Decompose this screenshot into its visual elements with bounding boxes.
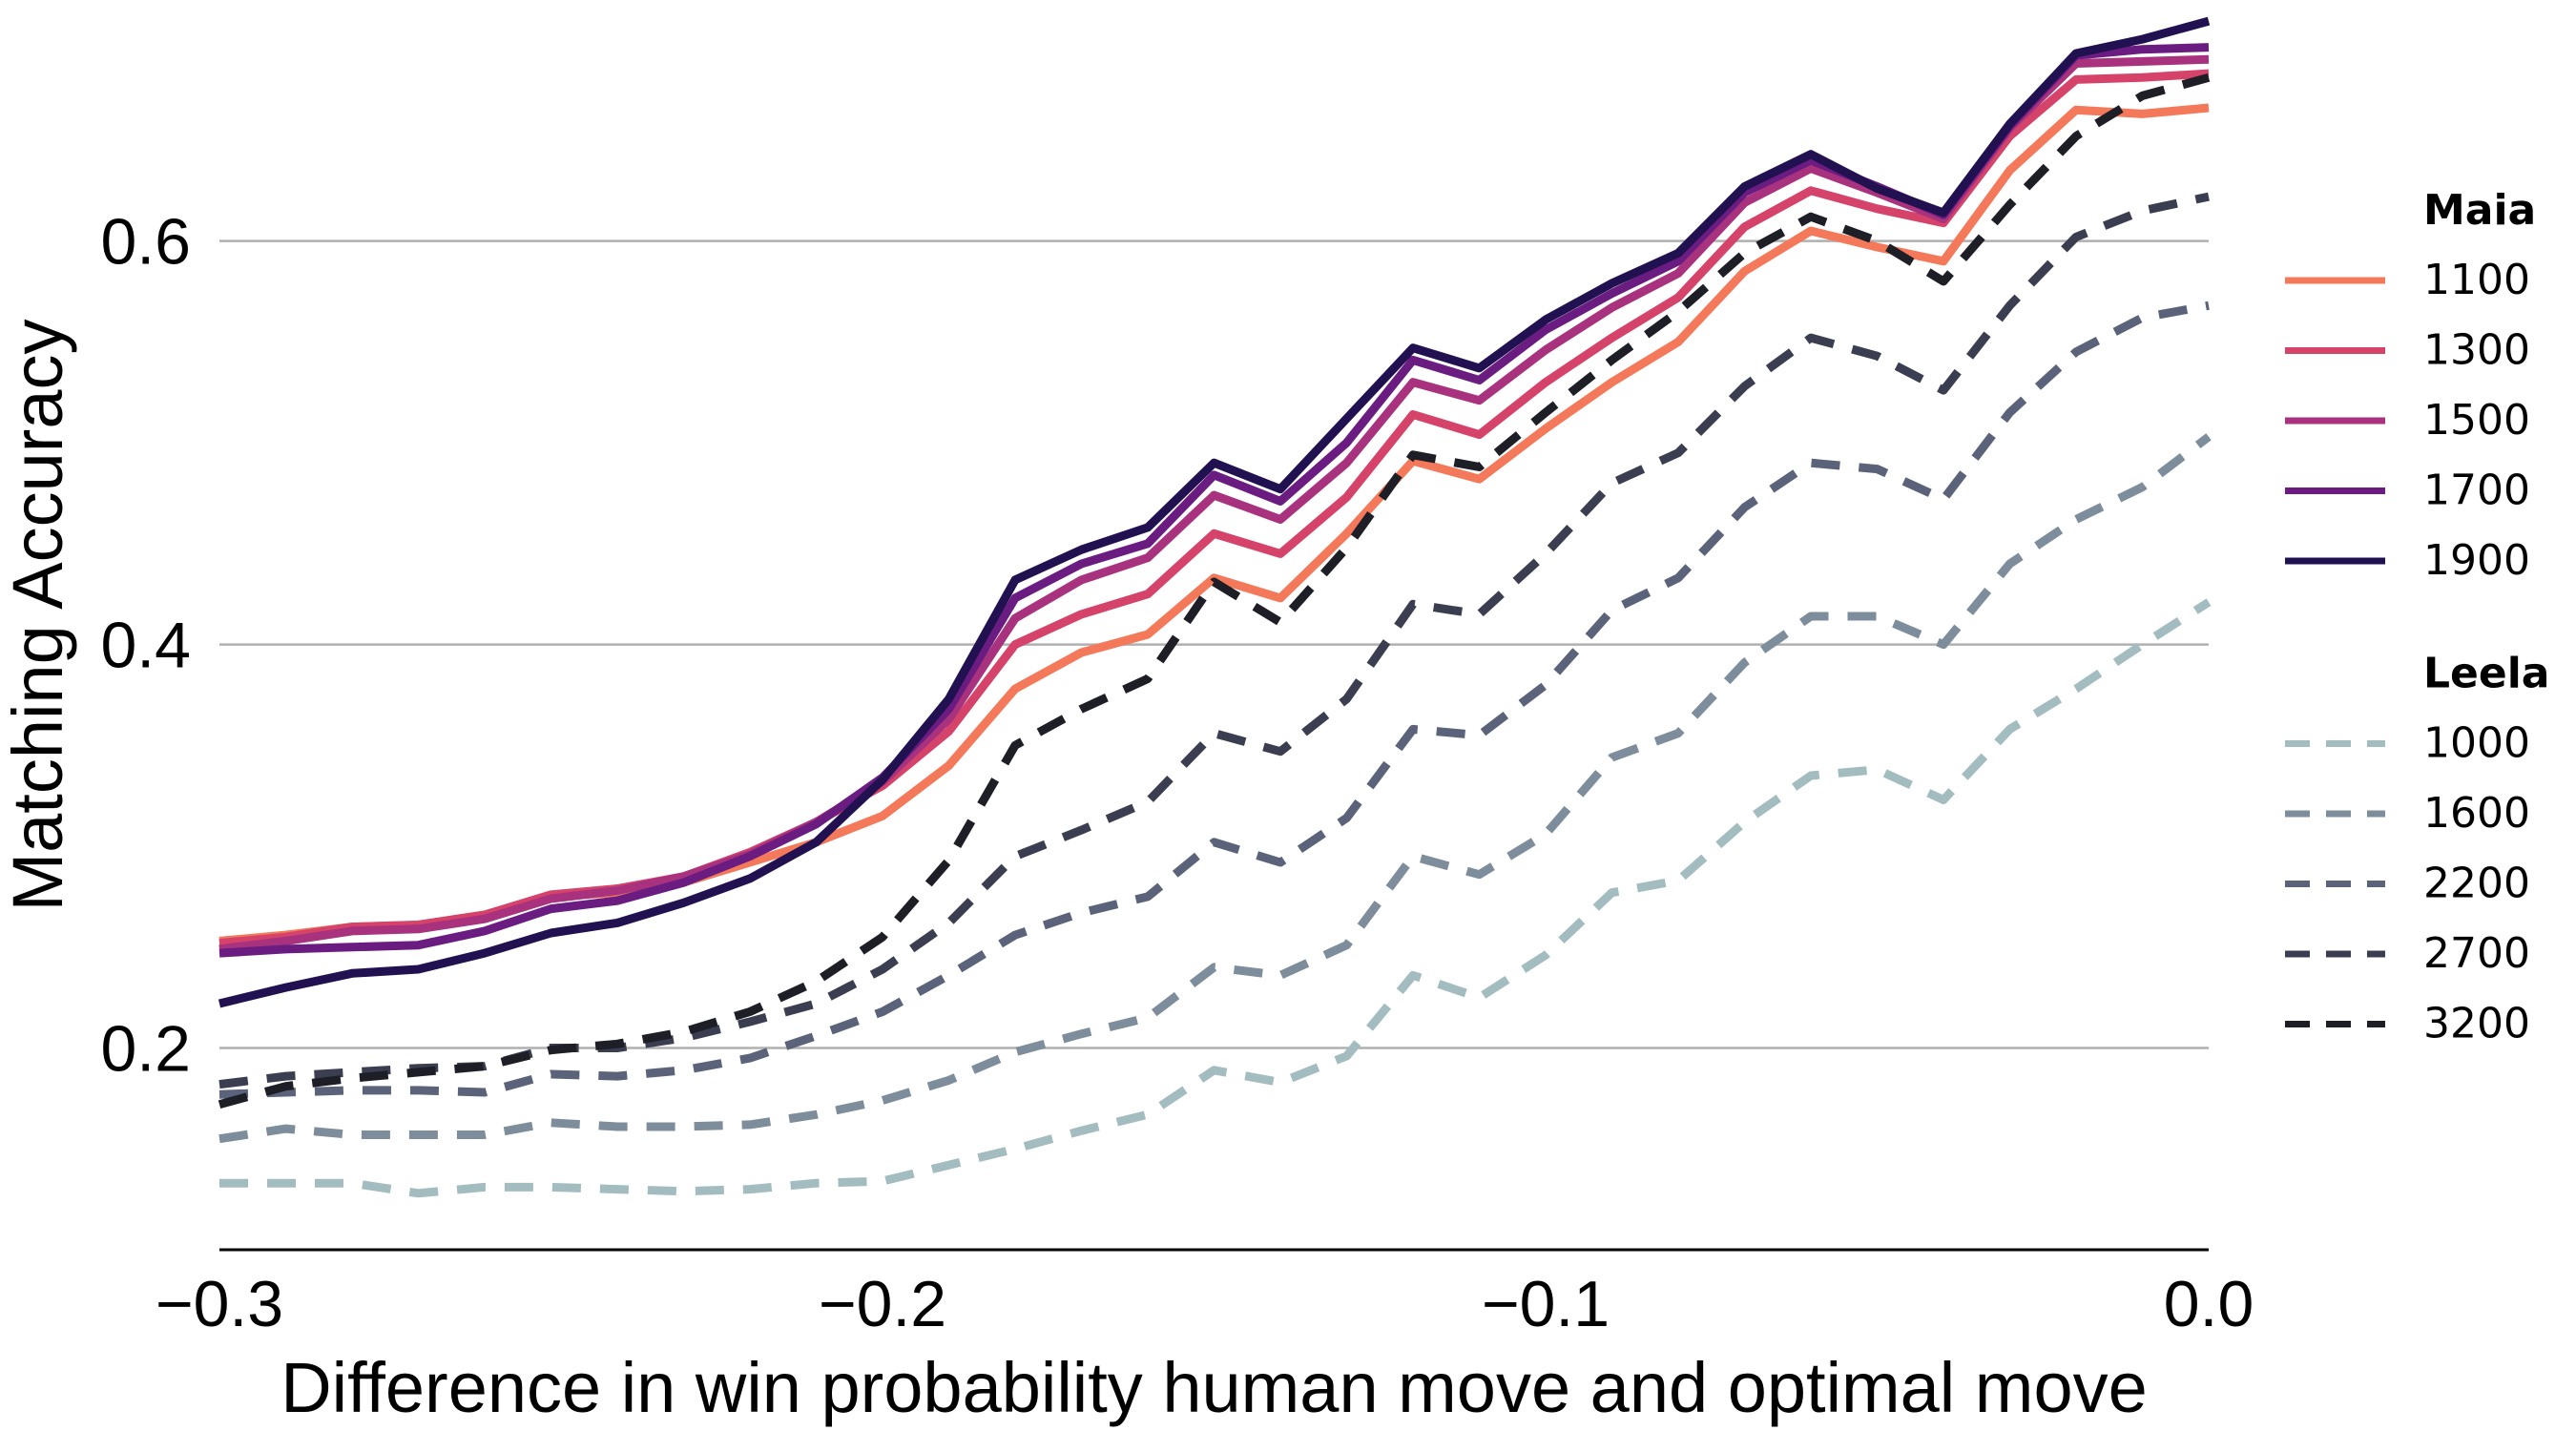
tick-labels: −0.3 −0.2 −0.1 0.0 0.2 0.4 0.6 (100, 206, 2254, 1340)
series-lines (218, 16, 2212, 1198)
legend-label-leela-1000: 1000 (2423, 719, 2530, 768)
legend-label-maia-1500: 1500 (2423, 396, 2530, 445)
legend-label-maia-1300: 1300 (2423, 326, 2530, 375)
series-line-leela-1600 (218, 433, 2212, 1144)
series-line-maia-1500 (218, 54, 2210, 954)
legend-label-maia-1900: 1900 (2423, 536, 2530, 585)
y-axis-title: Matching Accuracy (0, 319, 77, 911)
series-line-leela-2200 (218, 301, 2210, 1099)
y-tick-label: 0.6 (100, 206, 191, 279)
legend-label-leela-2200: 2200 (2423, 860, 2530, 908)
legend-label-leela-1600: 1600 (2423, 789, 2530, 838)
legend-title-maia: Maia (2423, 186, 2536, 235)
legend-label-maia-1700: 1700 (2423, 467, 2530, 515)
legend-label-leela-3200: 3200 (2423, 1000, 2530, 1048)
series-line-maia-1100 (218, 103, 2210, 945)
gridlines (219, 239, 2209, 1049)
x-axis-title: Difference in win probability human move… (280, 1348, 2148, 1427)
legend-title-leela: Leela (2423, 650, 2550, 698)
series-line-leela-3200 (218, 73, 2211, 1110)
legend-label-leela-2700: 2700 (2423, 929, 2530, 978)
series-line-leela-1000 (219, 598, 2212, 1198)
x-tick-label: 0.0 (2164, 1268, 2254, 1340)
x-tick-label: −0.1 (1482, 1268, 1610, 1340)
series-line-maia-1900 (218, 16, 2211, 1008)
x-tick-label: −0.3 (156, 1268, 283, 1340)
y-tick-label: 0.4 (100, 610, 191, 682)
series-line-leela-2700 (218, 192, 2210, 1089)
legend-label-maia-1100: 1100 (2423, 256, 2530, 304)
x-tick-label: −0.2 (819, 1268, 946, 1340)
legend: Maia 1100 1300 1500 1700 1900 Leela 1000 1600 220… (2285, 186, 2550, 1048)
y-tick-label: 0.2 (100, 1013, 191, 1086)
